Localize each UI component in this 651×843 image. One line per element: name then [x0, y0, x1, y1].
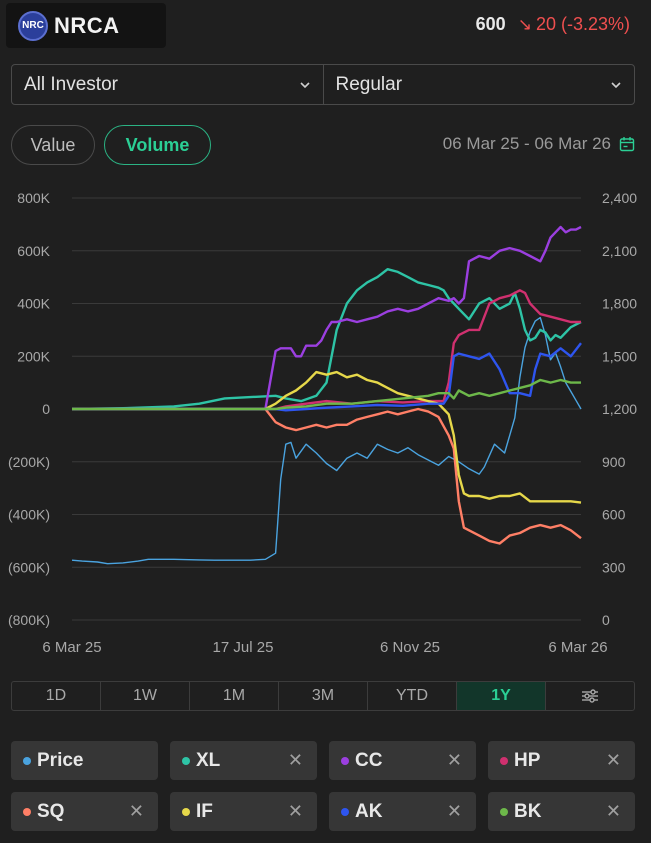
timeframe-1m[interactable]: 1M: [190, 682, 279, 710]
last-price: 600: [475, 14, 506, 34]
legend-label: XL: [196, 749, 221, 771]
investor-select[interactable]: All Investor: [12, 65, 323, 104]
legend-label: CC: [355, 749, 383, 771]
x-tick: 6 Mar 25: [42, 639, 101, 656]
company-logo: NRC: [18, 10, 48, 41]
y-right-tick: 1,500: [602, 348, 637, 364]
x-tick: 6 Nov 25: [380, 639, 440, 656]
date-range-picker[interactable]: 06 Mar 25 - 06 Mar 26: [443, 134, 635, 154]
timeframe-ytd[interactable]: YTD: [368, 682, 457, 710]
legend-chip-ak[interactable]: AK ✕: [329, 792, 476, 831]
legend-color-dot: [23, 756, 31, 765]
legend-chip-sq[interactable]: SQ ✕: [11, 792, 158, 831]
legend-color-dot: [23, 807, 31, 816]
y-right-tick: 600: [602, 507, 626, 523]
series-line-ak: [72, 342, 582, 412]
timeframe-3m[interactable]: 3M: [279, 682, 368, 710]
chevron-down-icon: [299, 81, 310, 88]
calendar-icon: [619, 137, 635, 152]
series-line-bk: [72, 378, 581, 411]
y-left-tick: (400K): [8, 507, 50, 523]
legend-color-dot: [500, 756, 508, 765]
value-toggle[interactable]: Value: [11, 125, 95, 165]
volume-toggle[interactable]: Volume: [104, 125, 211, 165]
timeframe-1w[interactable]: 1W: [101, 682, 190, 710]
board-select-value: Regular: [335, 73, 403, 95]
y-right-tick: 2,400: [602, 190, 637, 206]
y-right-tick: 1,800: [602, 296, 637, 312]
series-line-price: [71, 316, 582, 565]
close-icon[interactable]: ✕: [287, 750, 303, 770]
ticker-box[interactable]: NRC NRCA: [6, 3, 166, 48]
legend-color-dot: [182, 756, 190, 765]
timeframe-selector: 1D 1W 1M 3M YTD 1Y: [11, 681, 635, 711]
header: NRC NRCA 600 ↘ 20 (-3.23%): [0, 0, 651, 52]
legend-chip-bk[interactable]: BK ✕: [488, 792, 635, 831]
y-left-tick: 400K: [17, 296, 50, 312]
close-icon[interactable]: ✕: [287, 801, 303, 821]
date-range-label: 06 Mar 25 - 06 Mar 26: [442, 134, 611, 153]
legend-label: BK: [514, 800, 542, 822]
legend-chip-cc[interactable]: CC ✕: [329, 741, 476, 780]
investor-select-value: All Investor: [24, 73, 118, 95]
legend-chip-price[interactable]: Price: [11, 741, 158, 780]
legend-label: SQ: [37, 800, 65, 822]
legend-label: AK: [355, 800, 383, 822]
y-left-tick: (600K): [8, 559, 50, 575]
legend-chip-hp[interactable]: HP ✕: [488, 741, 635, 780]
sliders-icon: [582, 689, 598, 703]
series-line-cc: [72, 225, 582, 411]
ticker-symbol: NRCA: [54, 12, 120, 38]
chevron-down-icon: [611, 81, 621, 88]
series-line-hp: [72, 289, 581, 411]
price-change: 20 (-3.23%): [535, 14, 630, 34]
y-right-tick: 900: [602, 454, 626, 470]
y-left-tick: (200K): [8, 454, 50, 470]
y-right-tick: 0: [602, 612, 610, 628]
y-left-tick: 0: [42, 401, 50, 417]
timeframe-1y[interactable]: 1Y: [457, 682, 546, 710]
toggle-row: Value Volume 06 Mar 25 - 06 Mar 26: [11, 125, 635, 165]
series-line-sq: [72, 407, 582, 545]
close-icon[interactable]: ✕: [605, 801, 621, 821]
chart-settings-button[interactable]: [546, 682, 634, 710]
legend-color-dot: [182, 807, 190, 816]
legend-color-dot: [341, 807, 349, 816]
board-select[interactable]: Regular: [322, 65, 635, 104]
legend-chip-if[interactable]: IF ✕: [170, 792, 317, 831]
y-left-tick: 800K: [17, 190, 50, 206]
y-right-tick: 1,200: [602, 401, 637, 417]
filter-selectors: All Investor Regular: [11, 64, 635, 105]
series-line-if: [72, 370, 582, 504]
legend-chip-xl[interactable]: XL ✕: [170, 741, 317, 780]
close-icon[interactable]: ✕: [605, 750, 621, 770]
legend-color-dot: [341, 756, 349, 765]
legend-label: HP: [514, 749, 541, 771]
close-icon[interactable]: ✕: [446, 801, 462, 821]
x-tick: 6 Mar 26: [548, 639, 607, 656]
y-right-tick: 2,100: [602, 243, 637, 259]
close-icon[interactable]: ✕: [128, 801, 144, 821]
volume-chart[interactable]: 800K 2,400 600K 2,100 400K 1,800 200K 1,500 0 1,2…: [0, 182, 651, 662]
y-left-tick: 200K: [17, 348, 50, 364]
arrow-down-icon: ↘: [517, 14, 532, 34]
price-info: 600 ↘ 20 (-3.23%): [476, 14, 630, 35]
y-left-tick: 600K: [17, 243, 50, 259]
legend-label: Price: [37, 749, 84, 771]
legend-label: IF: [196, 800, 213, 822]
y-right-tick: 300: [602, 559, 626, 575]
close-icon[interactable]: ✕: [446, 750, 462, 770]
x-tick: 17 Jul 25: [213, 639, 274, 656]
y-left-tick: (800K): [8, 612, 50, 628]
legend-color-dot: [500, 807, 508, 816]
series-line-xl: [71, 268, 582, 411]
timeframe-1d[interactable]: 1D: [12, 682, 101, 710]
